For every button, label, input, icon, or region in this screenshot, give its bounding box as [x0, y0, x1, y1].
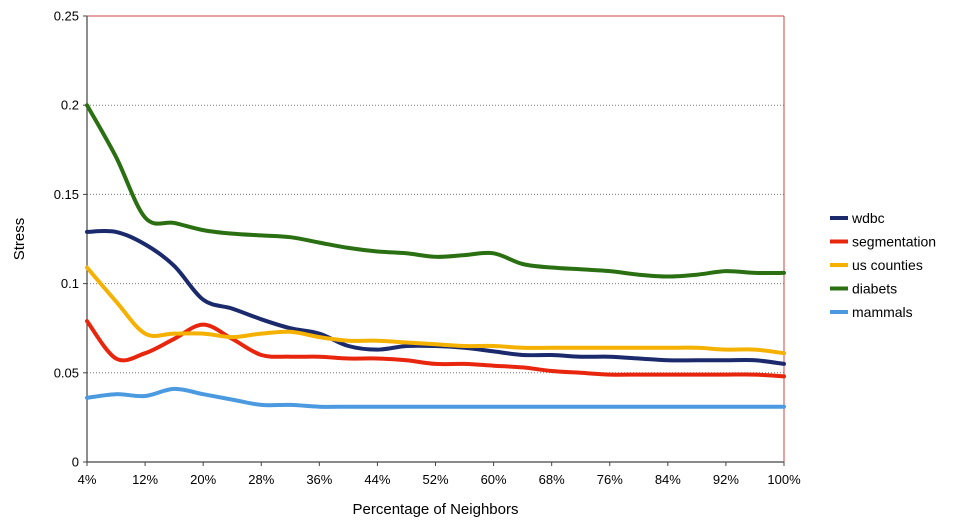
- x-tick-label: 68%: [539, 472, 565, 487]
- axes: [83, 15, 785, 466]
- y-tick-label: 0.15: [54, 187, 79, 202]
- x-tick-label: 92%: [713, 472, 739, 487]
- x-tick-label: 84%: [655, 472, 681, 487]
- y-tick-label: 0.2: [61, 98, 79, 113]
- y-tick-label: 0: [72, 455, 79, 470]
- legend-label-wdbc: wdbc: [851, 210, 885, 226]
- x-tick-label: 60%: [481, 472, 507, 487]
- legend: wdbc segmentation us counties diabets mammal…: [830, 210, 936, 320]
- x-tick-label: 76%: [597, 472, 623, 487]
- y-axis-title: Stress: [11, 218, 28, 261]
- series-line-diabets: [85, 103, 786, 279]
- legend-label-segmentation: segmentation: [852, 234, 936, 250]
- grid-lines: [87, 15, 784, 374]
- series-line-mammals: [85, 386, 786, 409]
- legend-label-diabets: diabets: [852, 281, 897, 297]
- x-tick-label: 12%: [132, 472, 158, 487]
- x-tick-label: 28%: [248, 472, 274, 487]
- x-tick-label: 20%: [190, 472, 216, 487]
- x-axis-title: Percentage of Neighbors: [353, 501, 519, 518]
- x-tick-label: 52%: [422, 472, 448, 487]
- x-tick-label: 100%: [767, 472, 801, 487]
- legend-label-mammals: mammals: [852, 304, 913, 320]
- y-tick-label: 0.1: [61, 276, 79, 291]
- tick-labels: 0 0.05 0.1 0.15 0.2 0.25 4% 12% 20% 28% 36% 44% 52% 6…: [54, 9, 801, 488]
- series-line-us-counties: [85, 265, 786, 356]
- legend-label-us-counties: us counties: [852, 257, 923, 273]
- y-tick-label: 0.05: [54, 365, 79, 380]
- series-line-segmentation: [85, 319, 786, 379]
- x-tick-label: 36%: [306, 472, 332, 487]
- series-lines: [85, 103, 786, 409]
- x-tick-label: 44%: [364, 472, 390, 487]
- y-tick-label: 0.25: [54, 9, 79, 24]
- x-tick-label: 4%: [78, 472, 97, 487]
